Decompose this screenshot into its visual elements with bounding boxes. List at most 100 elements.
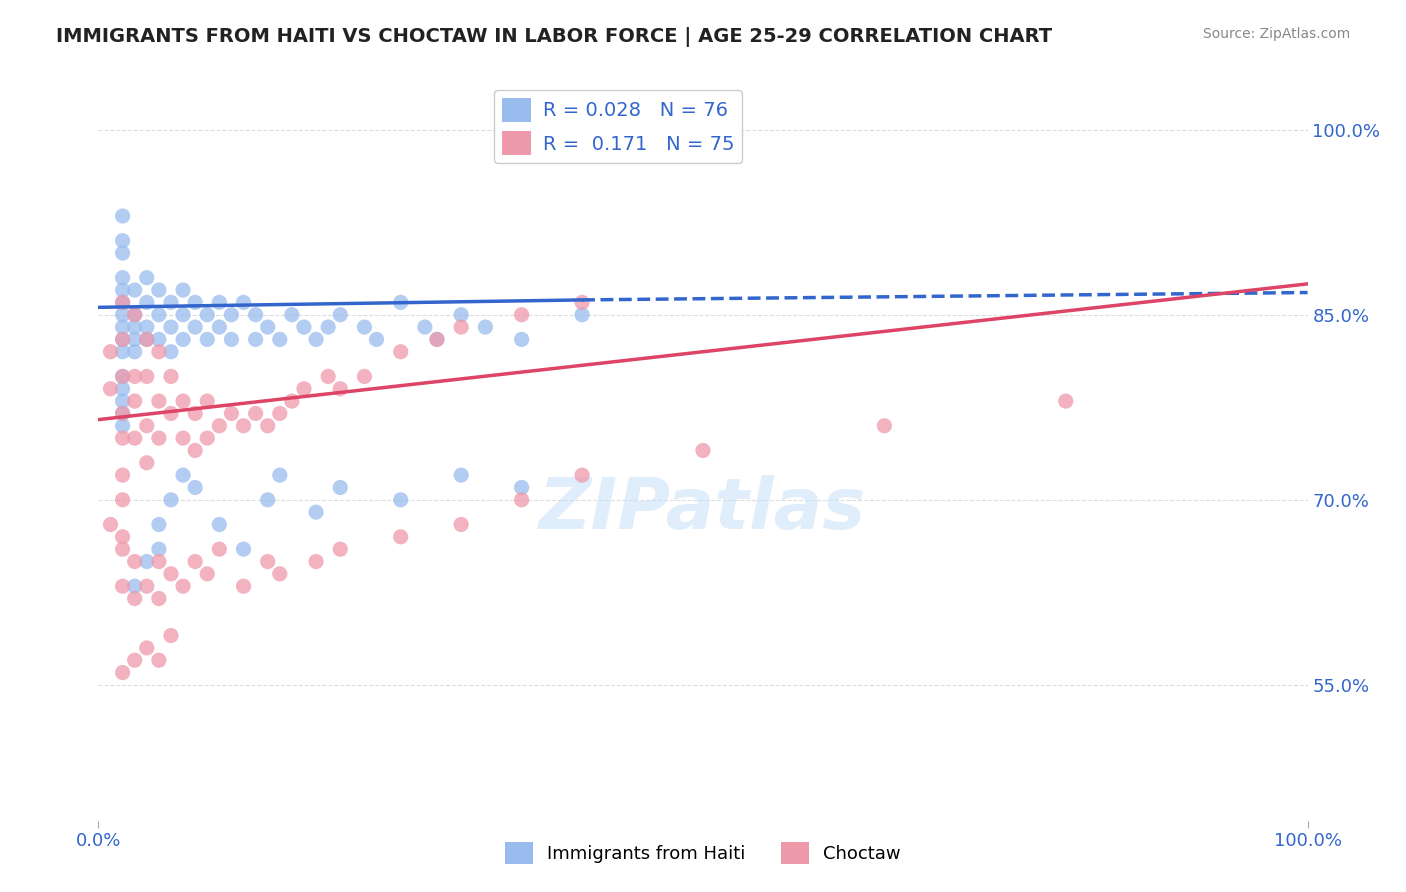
Point: [124, 320, 146, 334]
Point: [124, 591, 146, 606]
Point: [269, 407, 291, 421]
Point: [208, 320, 231, 334]
Point: [389, 295, 412, 310]
Point: [195, 394, 218, 409]
Point: [111, 431, 134, 445]
Point: [111, 295, 134, 310]
Point: [124, 653, 146, 667]
Point: [389, 492, 412, 507]
Point: [172, 394, 194, 409]
Point: [305, 505, 328, 519]
Point: [160, 629, 183, 643]
Point: [111, 344, 134, 359]
Point: [195, 308, 218, 322]
Point: [135, 555, 157, 569]
Point: [510, 308, 533, 322]
Point: [184, 407, 207, 421]
Point: [426, 333, 449, 347]
Point: [208, 517, 231, 532]
Point: [148, 344, 170, 359]
Point: [256, 555, 278, 569]
Point: [571, 468, 593, 483]
Point: [221, 333, 243, 347]
Point: [111, 542, 134, 557]
Point: [111, 209, 134, 223]
Point: [124, 431, 146, 445]
Point: [450, 517, 472, 532]
Point: [124, 369, 146, 384]
Point: [510, 333, 533, 347]
Point: [148, 431, 170, 445]
Point: [208, 542, 231, 557]
Legend: Immigrants from Haiti, Choctaw: Immigrants from Haiti, Choctaw: [498, 834, 908, 871]
Point: [135, 640, 157, 655]
Point: [148, 542, 170, 557]
Point: [269, 333, 291, 347]
Point: [269, 468, 291, 483]
Point: [135, 418, 157, 433]
Point: [160, 407, 183, 421]
Point: [100, 517, 122, 532]
Point: [305, 555, 328, 569]
Point: [111, 418, 134, 433]
Text: Source: ZipAtlas.com: Source: ZipAtlas.com: [1202, 27, 1350, 41]
Point: [389, 530, 412, 544]
Point: [111, 333, 134, 347]
Point: [292, 320, 315, 334]
Point: [221, 308, 243, 322]
Point: [329, 481, 352, 495]
Point: [111, 320, 134, 334]
Text: IMMIGRANTS FROM HAITI VS CHOCTAW IN LABOR FORCE | AGE 25-29 CORRELATION CHART: IMMIGRANTS FROM HAITI VS CHOCTAW IN LABO…: [56, 27, 1052, 46]
Point: [172, 333, 194, 347]
Point: [221, 407, 243, 421]
Point: [172, 308, 194, 322]
Point: [1054, 394, 1077, 409]
Point: [148, 555, 170, 569]
Point: [353, 369, 375, 384]
Point: [245, 333, 267, 347]
Point: [208, 418, 231, 433]
Point: [111, 369, 134, 384]
Point: [111, 333, 134, 347]
Text: ZIPatlas: ZIPatlas: [540, 475, 866, 544]
Point: [135, 579, 157, 593]
Point: [413, 320, 436, 334]
Point: [148, 591, 170, 606]
Point: [571, 295, 593, 310]
Point: [450, 308, 472, 322]
Point: [111, 394, 134, 409]
Point: [172, 431, 194, 445]
Point: [232, 579, 254, 593]
Point: [135, 333, 157, 347]
Point: [172, 468, 194, 483]
Point: [124, 579, 146, 593]
Point: [195, 431, 218, 445]
Point: [450, 468, 472, 483]
Point: [873, 418, 896, 433]
Point: [111, 295, 134, 310]
Point: [245, 407, 267, 421]
Point: [160, 295, 183, 310]
Point: [124, 308, 146, 322]
Point: [135, 369, 157, 384]
Point: [135, 456, 157, 470]
Point: [184, 555, 207, 569]
Point: [184, 443, 207, 458]
Point: [111, 579, 134, 593]
Point: [281, 308, 304, 322]
Point: [135, 295, 157, 310]
Point: [184, 481, 207, 495]
Point: [474, 320, 496, 334]
Point: [124, 333, 146, 347]
Point: [256, 418, 278, 433]
Point: [111, 283, 134, 297]
Point: [111, 665, 134, 680]
Point: [692, 443, 714, 458]
Point: [111, 530, 134, 544]
Point: [111, 270, 134, 285]
Point: [184, 295, 207, 310]
Point: [124, 308, 146, 322]
Point: [256, 320, 278, 334]
Point: [160, 320, 183, 334]
Point: [135, 270, 157, 285]
